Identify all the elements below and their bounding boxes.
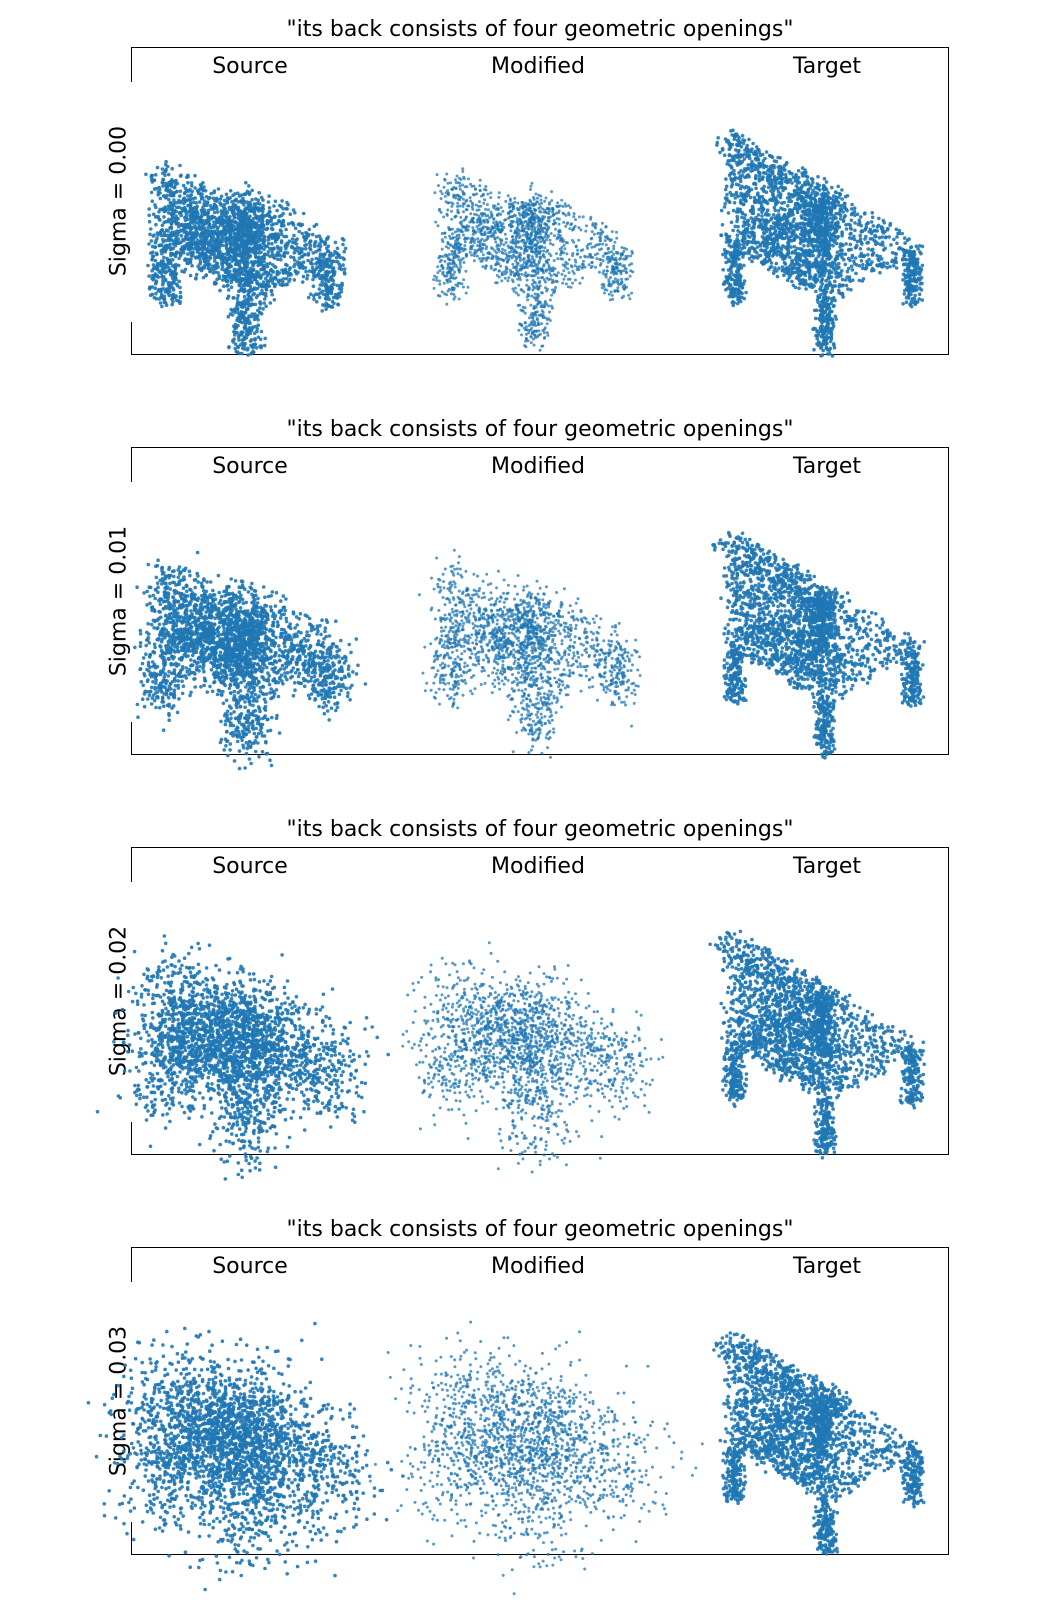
column-label-source: Source [150, 54, 350, 79]
panel-title: "its back consists of four geometric ope… [131, 17, 949, 42]
panel-1: "its back consists of four geometric ope… [0, 400, 1050, 800]
point-cloud-target [715, 128, 925, 358]
column-label-target: Target [727, 54, 927, 79]
axes-spine-gap [130, 482, 133, 722]
column-label-source: Source [150, 1254, 350, 1279]
axes-spine-gap [130, 82, 133, 322]
column-label-source: Source [150, 854, 350, 879]
column-label-target: Target [727, 854, 927, 879]
point-cloud-source [144, 159, 348, 357]
point-cloud-source [95, 934, 391, 1181]
point-cloud-modified [401, 941, 665, 1174]
panel-title: "its back consists of four geometric ope… [131, 817, 949, 842]
point-cloud-modified [417, 548, 642, 759]
point-cloud-canvas [95, 929, 926, 1181]
panel-title: "its back consists of four geometric ope… [131, 417, 949, 442]
column-label-source: Source [150, 454, 350, 479]
panel-0: "its back consists of four geometric ope… [0, 0, 1050, 400]
column-label-modified: Modified [438, 854, 638, 879]
column-label-target: Target [727, 1254, 927, 1279]
point-cloud-target [708, 929, 926, 1160]
panel-2: "its back consists of four geometric ope… [0, 800, 1050, 1200]
point-cloud-modified [432, 167, 635, 352]
point-cloud-canvas [133, 530, 926, 771]
point-cloud-canvas [86, 1320, 926, 1596]
column-label-modified: Modified [438, 454, 638, 479]
panel-title: "its back consists of four geometric ope… [131, 1217, 949, 1242]
point-cloud-source [86, 1321, 405, 1592]
point-cloud-source [133, 550, 368, 771]
column-label-target: Target [727, 454, 927, 479]
point-cloud-target [711, 530, 926, 760]
point-cloud-modified [368, 1320, 704, 1596]
column-label-modified: Modified [438, 54, 638, 79]
point-cloud-target [712, 1331, 926, 1556]
panel-3: "its back consists of four geometric ope… [0, 1200, 1050, 1600]
point-cloud-canvas [144, 128, 925, 358]
column-label-modified: Modified [438, 1254, 638, 1279]
